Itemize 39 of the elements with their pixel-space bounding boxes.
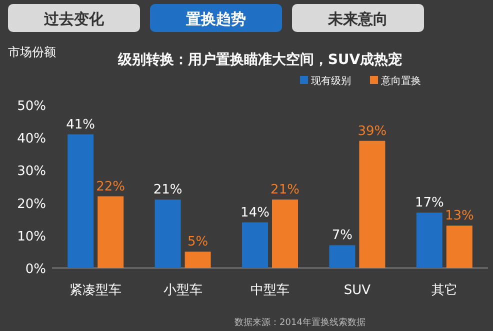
bar: [184, 252, 211, 268]
y-tick-label: 40%: [17, 132, 46, 147]
data-label: 21%: [153, 182, 182, 198]
bar: [416, 212, 442, 268]
data-label: 41%: [66, 117, 96, 132]
bar: [98, 196, 124, 268]
bar: [359, 140, 386, 268]
x-tick-label: SUV: [344, 283, 371, 298]
x-tick-label: 中型车: [250, 283, 290, 298]
bar: [329, 245, 356, 268]
data-label: 22%: [96, 179, 126, 194]
bar: [154, 200, 181, 268]
y-tick-label: 10%: [17, 229, 46, 244]
y-axis-title: 市场份额: [8, 45, 56, 59]
text: 未来意向: [327, 10, 388, 28]
y-tick-label: 50%: [17, 99, 46, 114]
data-label: 5%: [187, 234, 208, 250]
x-tick-label: 其它: [431, 282, 458, 298]
data-label: 13%: [444, 208, 474, 224]
data-label: 39%: [358, 124, 387, 139]
legend-label: 现有级别: [311, 75, 351, 87]
text: 置换趋势: [185, 10, 246, 28]
bar: [446, 226, 472, 268]
y-tick-label: 20%: [17, 196, 46, 212]
bar: [242, 222, 268, 268]
legend-label: 意向置换: [380, 75, 421, 87]
source-note: 数据来源：2014年置换线索数据: [234, 317, 366, 328]
chart-title: 级别转换：用户置换瞄准大空间，SUV成热宠: [116, 51, 402, 68]
data-label: 14%: [240, 205, 270, 220]
y-tick-label: 30%: [17, 164, 46, 180]
data-label: 21%: [270, 182, 300, 198]
x-tick-label: 紧凑型车: [70, 283, 122, 298]
bar: [272, 200, 298, 268]
data-label: 7%: [332, 228, 353, 244]
x-tick-label: 小型车: [163, 283, 202, 298]
bar: [68, 134, 94, 268]
data-label: 17%: [414, 196, 444, 211]
text: 过去变化: [43, 10, 105, 28]
y-tick-label: 0%: [25, 262, 46, 277]
